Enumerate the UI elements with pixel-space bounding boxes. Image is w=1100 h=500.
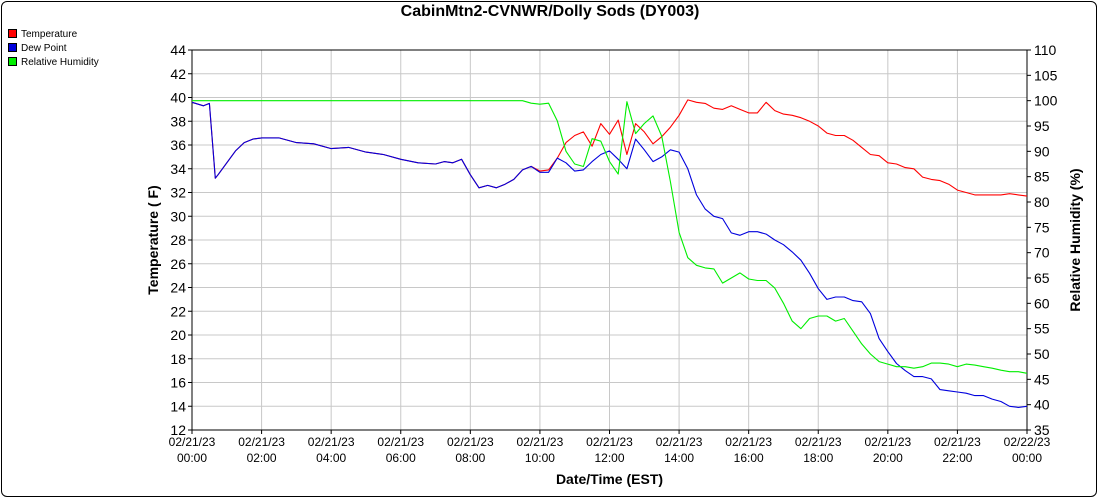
y-axis-label: Temperature ( F): [145, 185, 161, 294]
x-tick-label-date: 02/21/23: [795, 435, 842, 449]
y2-tick-label: 75: [1034, 219, 1050, 235]
y2-tick-label: 105: [1034, 67, 1058, 83]
x-tick-label-date: 02/21/23: [238, 435, 285, 449]
x-tick-label-time: 12:00: [594, 451, 624, 465]
y-tick-label: 40: [170, 90, 186, 106]
y-tick-label: 26: [170, 256, 186, 272]
y2-tick-label: 110: [1034, 42, 1057, 58]
legend-item-temperature: Temperature: [8, 28, 99, 42]
x-tick-label-time: 00:00: [1012, 451, 1042, 465]
y-tick-label: 28: [170, 232, 186, 248]
x-tick-label-date: 02/21/23: [169, 435, 216, 449]
x-tick-label-time: 04:00: [316, 451, 346, 465]
x-tick-label-date: 02/21/23: [517, 435, 564, 449]
y2-tick-label: 95: [1034, 118, 1050, 134]
y2-tick-label: 65: [1034, 270, 1050, 286]
x-tick-label-date: 02/21/23: [377, 435, 424, 449]
x-axis-label: Date/Time (EST): [556, 471, 663, 487]
x-tick-label-date: 02/22/23: [1004, 435, 1051, 449]
x-tick-label-date: 02/21/23: [725, 435, 772, 449]
y-tick-label: 16: [170, 375, 186, 391]
legend-swatch-relative-humidity: [8, 57, 17, 66]
x-tick-label-time: 02:00: [247, 451, 277, 465]
series-line-dew-point: [191, 101, 1028, 408]
y-tick-label: 42: [170, 66, 186, 82]
y-tick-label: 36: [170, 137, 186, 153]
x-tick-label-date: 02/21/23: [934, 435, 981, 449]
x-tick-label-time: 14:00: [664, 451, 694, 465]
x-tick-label-time: 00:00: [177, 451, 207, 465]
y2-tick-label: 40: [1034, 397, 1050, 413]
plot-border: [191, 49, 1028, 431]
y2-tick-label: 60: [1034, 295, 1050, 311]
y-tick-label: 34: [170, 161, 186, 177]
legend-swatch-dew-point: [8, 43, 17, 52]
y-tick-label: 38: [170, 113, 186, 129]
y2-tick-label: 90: [1034, 143, 1050, 159]
x-tick-label-time: 10:00: [525, 451, 555, 465]
x-tick-label-time: 08:00: [455, 451, 485, 465]
y-tick-label: 14: [170, 398, 186, 414]
x-tick-label-date: 02/21/23: [308, 435, 355, 449]
x-tick-label-time: 18:00: [803, 451, 833, 465]
legend: Temperature Dew Point Relative Humidity: [8, 28, 99, 70]
y2-tick-label: 80: [1034, 194, 1050, 210]
y2-tick-label: 35: [1034, 422, 1050, 438]
y-tick-label: 44: [170, 42, 186, 58]
x-tick-label-time: 22:00: [942, 451, 972, 465]
x-tick-label-time: 06:00: [386, 451, 416, 465]
y-tick-label: 30: [170, 208, 186, 224]
x-tick-label-time: 20:00: [873, 451, 903, 465]
legend-label-relative-humidity: Relative Humidity: [21, 57, 99, 68]
y-tick-label: 32: [170, 185, 186, 201]
y-tick-label: 12: [170, 422, 186, 438]
chart-title: CabinMtn2-CVNWR/Dolly Sods (DY003): [400, 3, 700, 20]
x-tick-label-date: 02/21/23: [586, 435, 633, 449]
legend-item-relative-humidity: Relative Humidity: [8, 56, 99, 70]
legend-label-temperature: Temperature: [21, 29, 78, 40]
legend-item-dew-point: Dew Point: [8, 42, 99, 56]
x-tick-label-date: 02/21/23: [864, 435, 911, 449]
legend-label-dew-point: Dew Point: [21, 43, 67, 54]
y2-tick-label: 45: [1034, 371, 1050, 387]
x-tick-label-date: 02/21/23: [656, 435, 703, 449]
y2-tick-label: 50: [1034, 346, 1050, 362]
x-tick-label-date: 02/21/23: [447, 435, 494, 449]
y2-tick-label: 55: [1034, 321, 1050, 337]
y-tick-label: 22: [170, 303, 186, 319]
y2-tick-label: 100: [1034, 93, 1058, 109]
y-tick-label: 20: [170, 327, 186, 343]
y-tick-label: 24: [170, 280, 186, 296]
series-line-relative-humidity: [192, 100, 1028, 374]
y2-axis-label: Relative Humidity (%): [1067, 168, 1083, 311]
x-tick-label-time: 16:00: [734, 451, 764, 465]
y-tick-label: 18: [170, 351, 186, 367]
legend-swatch-temperature: [8, 29, 17, 38]
y2-tick-label: 70: [1034, 245, 1050, 261]
y2-tick-label: 85: [1034, 169, 1050, 185]
